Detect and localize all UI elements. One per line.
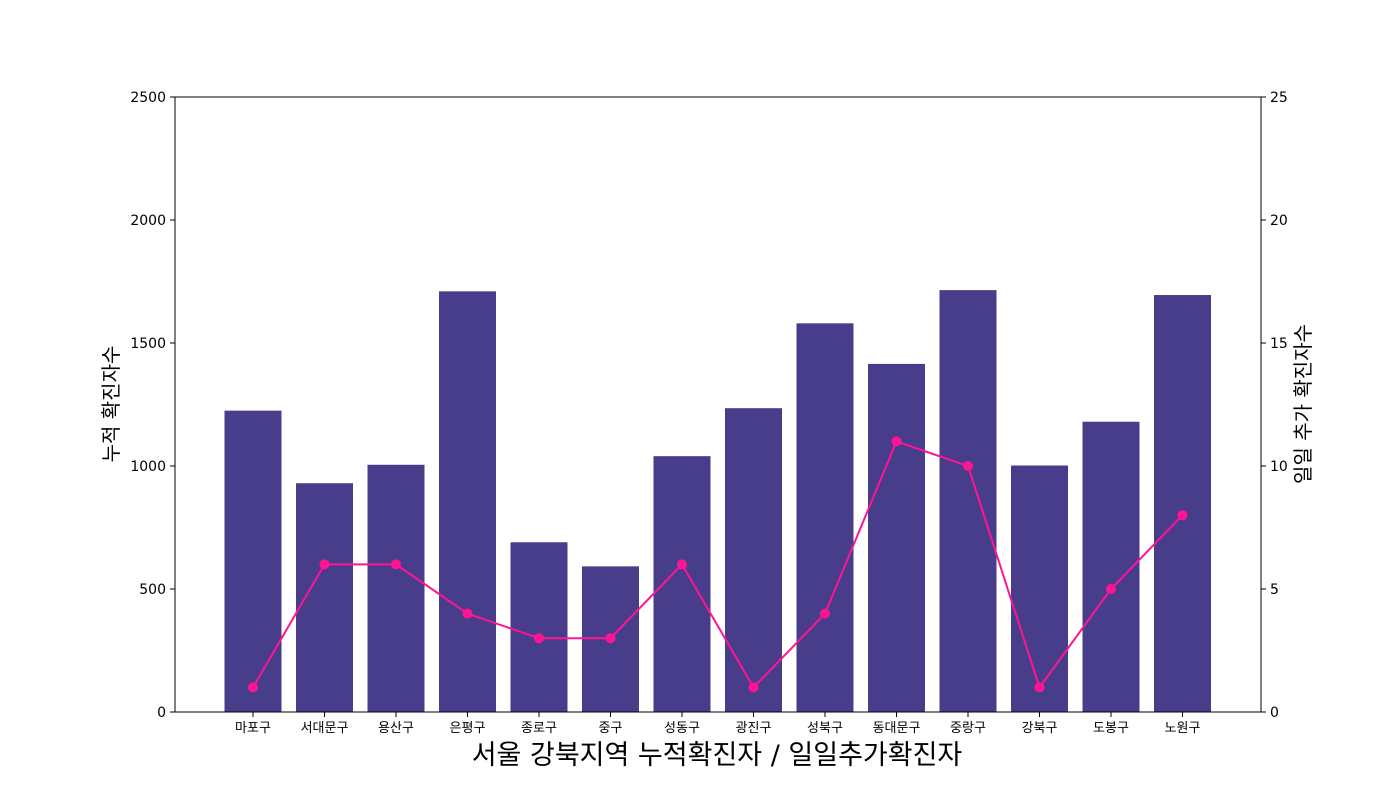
x-tick-label-7: 성동구 [664,721,700,736]
y2-tick-label-1: 0 [1270,705,1279,721]
x-tick-label-5: 종로구 [521,721,557,736]
x-tick-label-4: 은평구 [450,721,486,736]
line-point-8 [748,682,759,693]
x-tick-label-1: 마포구 [235,721,271,736]
line-point-3 [391,559,401,570]
x-tick-label-6: 중구 [599,721,623,736]
y2-tick-label-4: 15 [1270,336,1288,352]
line-path [252,440,1184,690]
line-series [248,436,1188,693]
bar-12 [1011,465,1068,712]
x-tick-label-12: 강북구 [1022,721,1058,736]
x-tick-label-2: 서대문구 [301,721,349,736]
x-tick-label-9: 성북구 [807,721,843,736]
line-point-6 [605,633,616,644]
y2-tick-label-2: 5 [1270,582,1279,598]
line-point-10 [891,436,902,447]
left-axis-ticks: 0 500 1000 1500 2000 2500 [130,90,175,721]
x-tick-label-14: 노원구 [1165,721,1201,736]
line-point-14 [1177,510,1188,521]
plot-frame [174,96,1262,713]
x-axis-label: 서울 강북지역 누적확진자 / 일일추가확진자 [472,740,963,771]
y-axis-label: 누적 확진자수 [99,346,123,463]
bar-1 [224,410,282,712]
x-tick-label-11: 중랑구 [950,721,986,736]
y2-axis-label: 일일 추가 확진자수 [1291,324,1315,484]
y-tick-label-4: 1500 [130,336,166,352]
y2-tick-label-3: 10 [1270,459,1288,475]
line-point-13 [1106,584,1116,594]
x-tick-label-3: 용산구 [378,721,414,736]
bar-11 [939,290,997,712]
line-point-12 [1034,682,1045,693]
x-tick-label-10: 동대문구 [873,721,921,736]
y-tick-label-3: 1000 [130,459,166,475]
line-point-7 [677,559,687,570]
bar-10 [868,363,925,712]
y-tick-label-2: 500 [139,582,166,598]
line-point-2 [319,559,330,570]
x-axis-ticks: 마포구 서대문구 용산구 은평구 종로구 중구 성동구 광진구 성북구 동대문구 중랑구 강북구 도봉구… [235,712,1200,736]
line-point-1 [248,682,258,693]
bar-14 [1154,295,1211,712]
line-point-4 [462,608,473,619]
bar-8 [725,408,782,712]
bar-13 [1082,421,1140,712]
x-tick-label-8: 광진구 [736,721,772,736]
bar-4 [439,291,496,712]
line-point-9 [820,608,830,619]
x-tick-label-13: 도봉구 [1093,721,1129,736]
y2-tick-label-5: 20 [1270,213,1288,229]
y-tick-label-5: 2000 [130,213,166,229]
bar-series [224,290,1211,712]
bar-3 [367,464,425,712]
y2-tick-label-6: 25 [1270,90,1288,106]
y-tick-label-1: 0 [157,705,166,721]
right-axis-ticks: 0 5 10 15 20 25 [1261,90,1288,721]
y-tick-label-6: 2500 [130,90,166,106]
line-point-11 [963,461,973,471]
line-point-5 [534,633,544,644]
bar-5 [510,542,568,712]
bar-9 [796,323,854,712]
